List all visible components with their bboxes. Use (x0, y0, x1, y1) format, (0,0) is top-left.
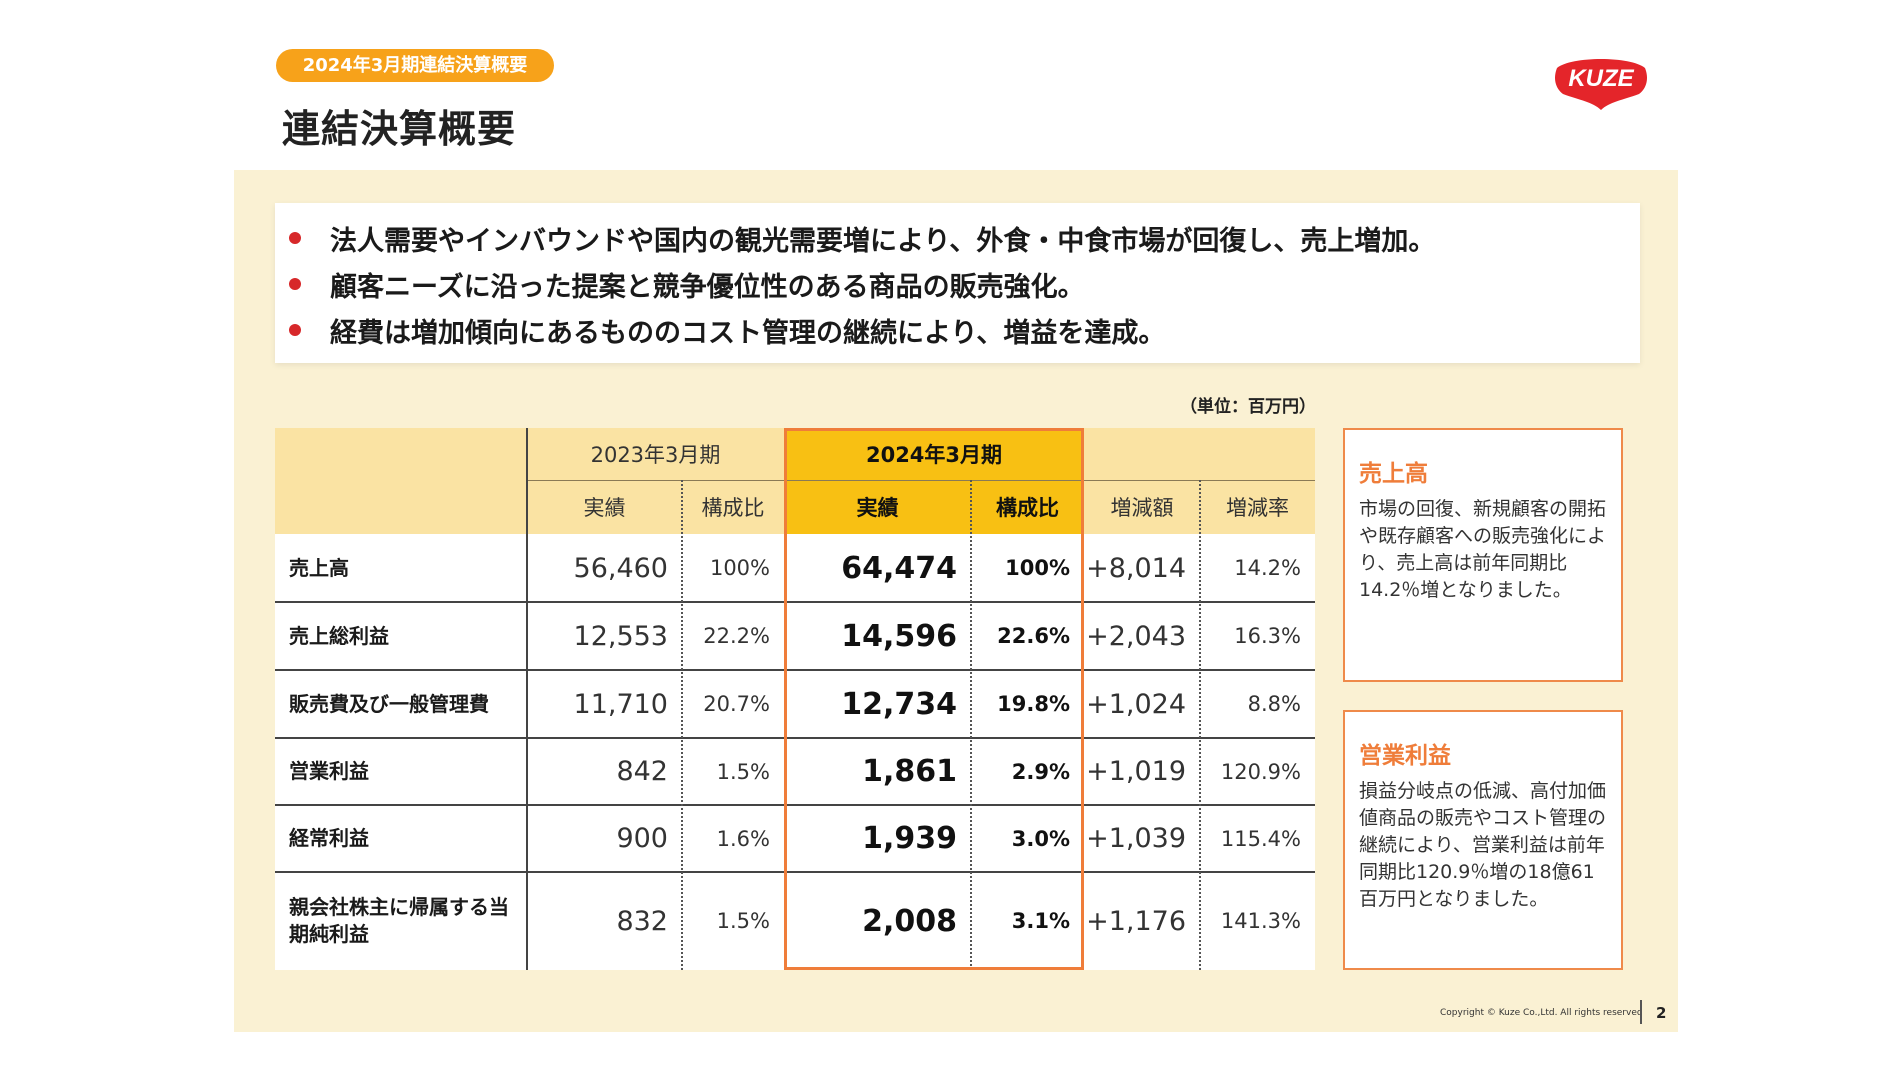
prev-actual: 12,553 (527, 602, 682, 670)
curr-ratio: 19.8% (971, 670, 1084, 738)
row-label: 親会社株主に帰属する当期純利益 (275, 872, 527, 970)
change-rate: 16.3% (1200, 602, 1315, 670)
curr-ratio: 3.1% (971, 872, 1084, 970)
header-prev-actual: 実績 (583, 496, 626, 520)
curr-actual: 1,861 (784, 738, 971, 805)
change-rate: 141.3% (1200, 872, 1315, 970)
header-change-amount: 増減額 (1110, 496, 1174, 520)
kuze-logo: KUZE (1555, 59, 1647, 110)
label-column-divider (526, 428, 528, 970)
bullet-text: 法人需要やインバウンドや国内の観光需要増により、外食・中食市場が回復し、売上増加… (330, 225, 1436, 257)
copyright-text: Copyright © Kuze Co.,Ltd. All rights res… (1440, 1008, 1643, 1018)
curr-actual: 12,734 (784, 670, 971, 738)
bullet-dot-icon (289, 232, 301, 244)
bullet-text: 経費は増加傾向にあるもののコスト管理の継続により、増益を達成。 (330, 317, 1166, 349)
current-period-header-bg (784, 428, 1084, 534)
header-prev-ratio: 構成比 (701, 496, 765, 520)
row-divider (275, 871, 1315, 873)
change-amount: +1,019 (1084, 738, 1200, 805)
header-period-curr: 2024年3月期 (865, 443, 1003, 467)
change-amount: +1,176 (1084, 872, 1200, 970)
operating-profit-commentary-box: 営業利益 損益分岐点の低減、高付加価値商品の販売やコスト管理の継続により、営業利… (1343, 710, 1623, 970)
row-divider (275, 669, 1315, 671)
change-amount: +8,014 (1084, 534, 1200, 602)
logo-text: KUZE (1568, 65, 1634, 92)
prev-ratio: 100% (682, 534, 784, 602)
row-divider (275, 804, 1315, 806)
curr-actual: 64,474 (784, 534, 971, 602)
page-number: 2 (1656, 1004, 1667, 1022)
bullet-dot-icon (289, 324, 301, 336)
prev-ratio: 22.2% (682, 602, 784, 670)
header-change-rate: 増減率 (1226, 496, 1289, 520)
prev-actual: 832 (527, 872, 682, 970)
prev-ratio: 1.5% (682, 872, 784, 970)
summary-bullets: 法人需要やインバウンドや国内の観光需要増により、外食・中食市場が回復し、売上増加… (275, 203, 1640, 363)
bullet-item: 法人需要やインバウンドや国内の観光需要増により、外食・中食市場が回復し、売上増加… (275, 215, 1435, 261)
change-amount: +1,039 (1084, 805, 1200, 872)
curr-ratio: 100% (971, 534, 1084, 602)
header-period-prev: 2023年3月期 (590, 443, 721, 467)
change-amount: +1,024 (1084, 670, 1200, 738)
prev-actual: 900 (527, 805, 682, 872)
row-label: 売上総利益 (275, 602, 527, 670)
operating-profit-commentary-title: 営業利益 (1359, 743, 1451, 769)
prev-actual: 11,710 (527, 670, 682, 738)
column-divider (970, 480, 972, 970)
header-curr-actual: 実績 (856, 496, 899, 520)
row-divider (275, 601, 1315, 603)
column-divider (1199, 480, 1201, 970)
change-rate: 14.2% (1200, 534, 1315, 602)
operating-profit-commentary-text: 損益分岐点の低減、高付加価値商品の販売やコスト管理の継続により、営業利益は前年同… (1359, 780, 1607, 910)
sales-commentary-text: 市場の回復、新規顧客の開拓や既存顧客への販売強化により、売上高は前年同期比14.… (1359, 498, 1607, 601)
curr-ratio: 2.9% (971, 738, 1084, 805)
unit-note: （単位：百万円） (1180, 397, 1316, 417)
prev-ratio: 1.5% (682, 738, 784, 805)
curr-ratio: 22.6% (971, 602, 1084, 670)
header-divider (527, 480, 1315, 481)
sales-commentary-box: 売上高 市場の回復、新規顧客の開拓や既存顧客への販売強化により、売上高は前年同期… (1343, 428, 1623, 682)
change-amount: +2,043 (1084, 602, 1200, 670)
prev-actual: 842 (527, 738, 682, 805)
change-rate: 115.4% (1200, 805, 1315, 872)
bullet-text: 顧客ニーズに沿った提案と競争優位性のある商品の販売強化。 (330, 271, 1085, 303)
page-title: 連結決算概要 (282, 107, 517, 151)
section-tag: 2024年3月期連結決算概要 (276, 49, 554, 82)
row-label: 経常利益 (275, 805, 527, 872)
curr-ratio: 3.0% (971, 805, 1084, 872)
curr-actual: 1,939 (784, 805, 971, 872)
financial-table: 2023年3月期 2024年3月期 実績 構成比 実績 構成比 増減額 増減率 … (275, 428, 1315, 970)
prev-actual: 56,460 (527, 534, 682, 602)
change-rate: 120.9% (1200, 738, 1315, 805)
curr-actual: 2,008 (784, 872, 971, 970)
row-label: 販売費及び一般管理費 (275, 670, 527, 738)
bullet-item: 経費は増加傾向にあるもののコスト管理の継続により、増益を達成。 (275, 307, 1165, 353)
footer-separator (1640, 1000, 1642, 1024)
row-label: 営業利益 (275, 738, 527, 805)
bullet-dot-icon (289, 278, 301, 290)
change-rate: 8.8% (1200, 670, 1315, 738)
prev-ratio: 20.7% (682, 670, 784, 738)
header-curr-ratio: 構成比 (996, 496, 1059, 520)
prev-ratio: 1.6% (682, 805, 784, 872)
bullet-item: 顧客ニーズに沿った提案と競争優位性のある商品の販売強化。 (275, 261, 1085, 307)
row-label: 売上高 (275, 534, 527, 602)
sales-commentary-title: 売上高 (1359, 461, 1428, 487)
curr-actual: 14,596 (784, 602, 971, 670)
row-divider (275, 737, 1315, 739)
column-divider (681, 480, 683, 970)
